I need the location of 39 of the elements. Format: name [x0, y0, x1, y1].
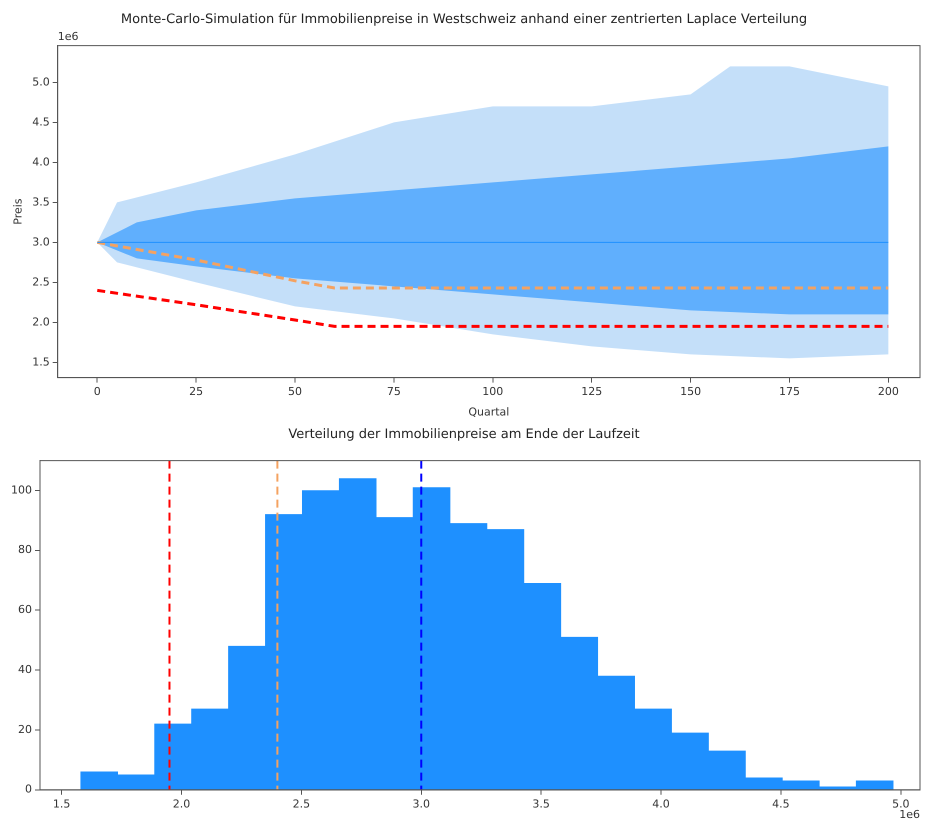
x-tick-label: 50	[288, 385, 302, 398]
x-tick-label: 5.0	[892, 797, 910, 810]
y-tick-label: 4.0	[32, 155, 50, 168]
y-tick-label: 80	[18, 543, 32, 556]
y-tick-label: 2.5	[32, 275, 50, 288]
x-tick-label: 0	[94, 385, 101, 398]
line-series	[96, 288, 890, 328]
x-tick-label: 3.0	[412, 797, 430, 810]
x-tick-label: 3.5	[532, 797, 550, 810]
y-tick-label: 60	[18, 603, 32, 616]
chart-title: Verteilung der Immobilienpreise am Ende der Laufzeit	[288, 427, 640, 442]
x-tick-label: 25	[189, 385, 204, 398]
x-axis-title: Quartal	[468, 405, 510, 418]
x-tick-label: 150	[680, 385, 702, 398]
x-tick-label: 4.0	[652, 797, 670, 810]
y-tick-label: 0	[24, 782, 32, 796]
chart-title: Monte-Carlo-Simulation für Immobilienpreise in Westschweiz anhand einer zentrierten Laplace Verteilung	[120, 12, 808, 28]
x-tick-label: 200	[878, 385, 899, 398]
y-tick-label: 20	[18, 722, 32, 736]
line-series	[96, 240, 890, 290]
y-tick-label: 1.5	[32, 355, 50, 368]
x-tick-label: 4.5	[772, 797, 790, 810]
text: 1e6	[58, 30, 78, 43]
y-tick-label: 100	[10, 483, 32, 496]
x-tick-label: 175	[778, 385, 800, 398]
x-tick-label: 100	[482, 385, 504, 398]
y-tick-label: 5.0	[32, 75, 50, 88]
y-tick-label: 3.5	[32, 195, 50, 208]
y-tick-label: 4.5	[32, 115, 50, 128]
y-tick-label: 40	[18, 662, 32, 676]
y-tick-label: 3.0	[32, 235, 50, 248]
x-tick-label: 2.0	[172, 797, 190, 810]
text: 1e6	[899, 808, 920, 822]
x-tick-label: 125	[581, 385, 602, 398]
y-axis-title: Preis	[11, 198, 24, 225]
x-tick-label: 1.5	[52, 797, 70, 810]
x-tick-label: 2.5	[292, 797, 310, 810]
y-tick-label: 2.0	[32, 315, 50, 328]
x-tick-label: 75	[386, 385, 401, 398]
